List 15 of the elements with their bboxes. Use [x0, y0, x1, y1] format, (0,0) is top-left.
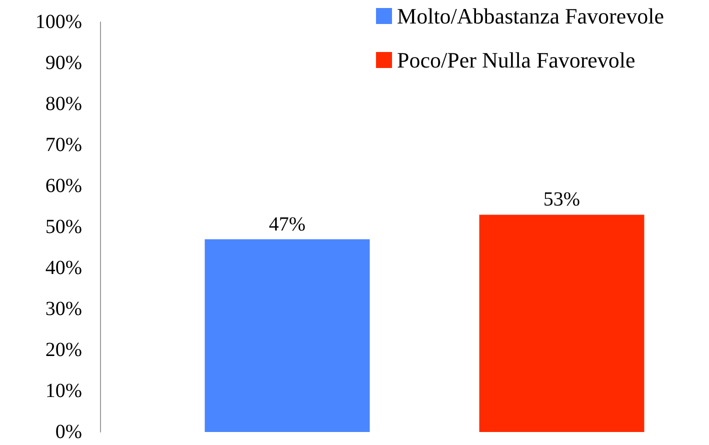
y-tick-label: 70%	[45, 134, 82, 156]
y-tick-label: 90%	[45, 52, 82, 74]
y-tick-label: 10%	[45, 380, 82, 402]
y-tick-label: 40%	[45, 257, 82, 279]
y-tick-label: 20%	[45, 339, 82, 361]
y-tick-label: 30%	[45, 298, 82, 320]
y-tick-label: 60%	[45, 175, 82, 197]
legend-label: Poco/Per Nulla Favorevole	[397, 48, 636, 72]
legend-label: Molto/Abbastanza Favorevole	[397, 4, 664, 28]
y-tick-label: 50%	[45, 216, 82, 238]
y-tick-label: 0%	[55, 421, 82, 443]
data-label: 53%	[543, 188, 580, 211]
y-tick-label: 100%	[35, 11, 82, 33]
data-label: 47%	[268, 213, 306, 236]
y-tick-label: 80%	[45, 93, 82, 115]
